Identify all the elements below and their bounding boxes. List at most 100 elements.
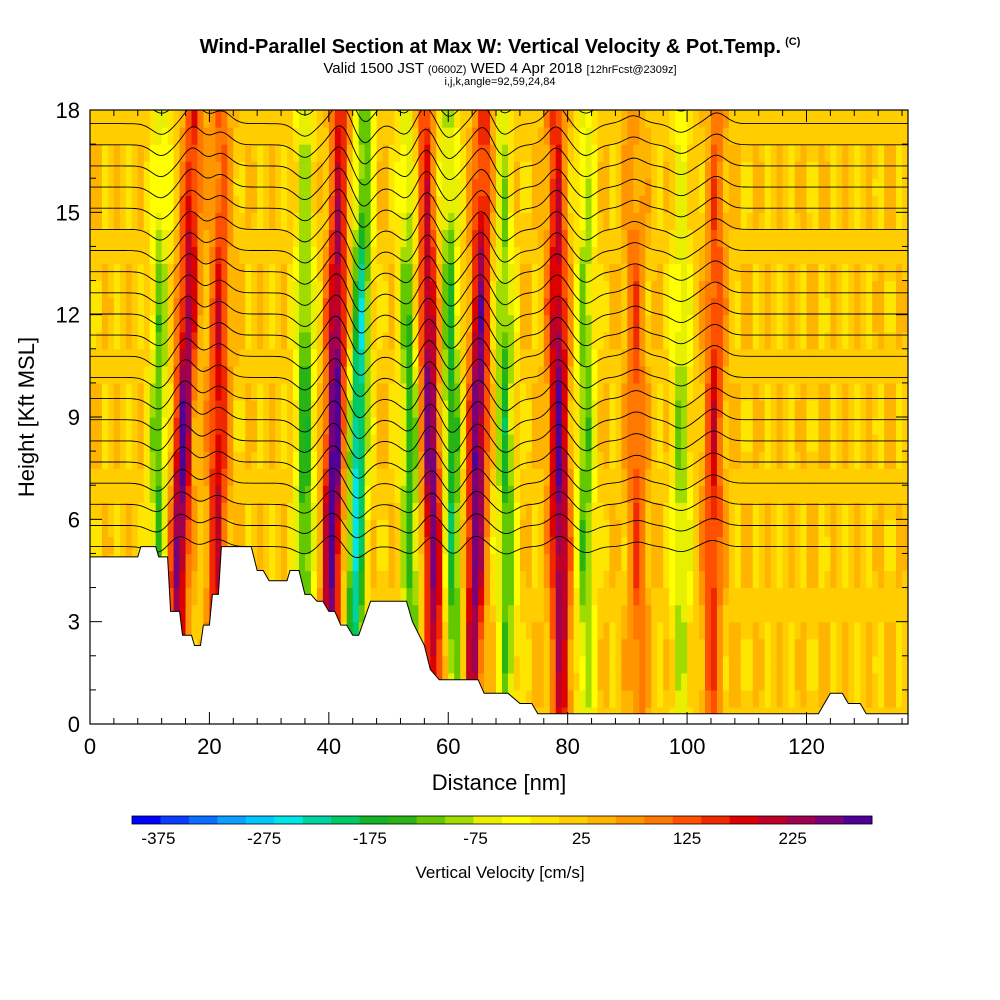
velocity-cell bbox=[896, 502, 903, 520]
velocity-cell bbox=[681, 672, 688, 691]
velocity-cell bbox=[394, 212, 402, 230]
velocity-cell bbox=[704, 246, 712, 265]
velocity-cell bbox=[513, 314, 521, 333]
velocity-cell bbox=[478, 570, 485, 589]
velocity-cell bbox=[472, 297, 479, 316]
velocity-cell bbox=[304, 502, 312, 520]
velocity-cell bbox=[519, 621, 527, 640]
velocity-cell bbox=[722, 570, 730, 589]
velocity-cell bbox=[191, 570, 199, 589]
velocity-cell bbox=[573, 485, 581, 503]
velocity-cell bbox=[669, 570, 676, 589]
velocity-cell bbox=[507, 502, 515, 520]
velocity-cell bbox=[621, 127, 628, 145]
velocity-cell bbox=[412, 195, 419, 213]
velocity-cell bbox=[543, 280, 551, 299]
velocity-cell bbox=[412, 229, 419, 248]
velocity-cell bbox=[693, 399, 700, 418]
velocity-cell bbox=[806, 672, 814, 691]
velocity-cell bbox=[830, 348, 837, 367]
velocity-cell bbox=[143, 314, 151, 333]
velocity-cell bbox=[567, 519, 575, 537]
velocity-cell bbox=[782, 553, 790, 572]
velocity-cell bbox=[615, 655, 622, 674]
velocity-cell bbox=[496, 587, 503, 606]
velocity-cell bbox=[101, 110, 109, 128]
velocity-cell bbox=[531, 382, 539, 401]
velocity-cell bbox=[310, 382, 318, 401]
velocity-cell bbox=[137, 536, 145, 555]
velocity-cell bbox=[131, 314, 139, 333]
velocity-cell bbox=[651, 689, 658, 708]
velocity-cell bbox=[872, 502, 879, 520]
velocity-cell bbox=[507, 161, 515, 179]
velocity-cell bbox=[179, 144, 187, 162]
velocity-cell bbox=[621, 195, 628, 213]
velocity-cell bbox=[191, 144, 199, 162]
velocity-cell bbox=[155, 263, 163, 282]
velocity-cell bbox=[788, 502, 796, 520]
velocity-cell bbox=[185, 127, 193, 145]
velocity-cell bbox=[406, 161, 414, 179]
velocity-cell bbox=[902, 672, 908, 691]
velocity-cell bbox=[269, 468, 276, 486]
velocity-cell bbox=[304, 280, 312, 299]
velocity-cell bbox=[537, 553, 545, 572]
velocity-cell bbox=[902, 331, 908, 350]
velocity-cell bbox=[478, 263, 485, 282]
velocity-cell bbox=[663, 212, 670, 230]
velocity-cell bbox=[902, 604, 908, 623]
velocity-cell bbox=[693, 365, 700, 384]
velocity-cell bbox=[149, 399, 157, 418]
velocity-cell bbox=[782, 519, 790, 537]
velocity-cell bbox=[752, 655, 760, 674]
velocity-cell bbox=[639, 263, 646, 282]
velocity-cell bbox=[113, 365, 121, 384]
velocity-cell bbox=[854, 246, 861, 265]
velocity-cell bbox=[143, 110, 151, 128]
velocity-cell bbox=[800, 621, 808, 640]
velocity-cell bbox=[621, 331, 628, 350]
velocity-cell bbox=[209, 382, 216, 401]
velocity-cell bbox=[197, 604, 205, 623]
velocity-cell bbox=[281, 195, 288, 213]
velocity-cell bbox=[669, 263, 676, 282]
velocity-cell bbox=[710, 178, 718, 196]
velocity-cell bbox=[322, 570, 330, 589]
velocity-cell bbox=[693, 638, 700, 657]
velocity-cell bbox=[484, 331, 491, 350]
velocity-cell bbox=[233, 417, 240, 435]
velocity-cell bbox=[872, 689, 879, 708]
velocity-cell bbox=[519, 417, 527, 435]
velocity-cell bbox=[794, 348, 802, 367]
velocity-cell bbox=[890, 434, 897, 452]
velocity-cell bbox=[251, 485, 258, 503]
velocity-cell bbox=[812, 434, 820, 452]
velocity-cell bbox=[185, 144, 193, 162]
velocity-cell bbox=[657, 110, 664, 128]
velocity-cell bbox=[406, 297, 414, 316]
velocity-cell bbox=[191, 297, 199, 316]
velocity-cell bbox=[878, 468, 885, 486]
velocity-cell bbox=[185, 485, 193, 503]
velocity-cell bbox=[430, 655, 437, 674]
velocity-cell bbox=[251, 348, 258, 367]
velocity-cell bbox=[531, 434, 539, 452]
velocity-cell bbox=[531, 536, 539, 555]
velocity-cell bbox=[436, 280, 443, 299]
velocity-cell bbox=[525, 127, 533, 145]
velocity-cell bbox=[860, 382, 867, 401]
velocity-cell bbox=[681, 621, 688, 640]
velocity-cell bbox=[830, 587, 837, 606]
velocity-cell bbox=[155, 382, 163, 401]
velocity-cell bbox=[209, 365, 216, 384]
velocity-cell bbox=[866, 297, 873, 316]
velocity-cell bbox=[603, 348, 611, 367]
velocity-cell bbox=[203, 519, 211, 537]
velocity-cell bbox=[842, 417, 849, 435]
velocity-cell bbox=[418, 195, 425, 213]
velocity-cell bbox=[454, 348, 461, 367]
velocity-cell bbox=[561, 348, 569, 367]
velocity-cell bbox=[812, 672, 820, 691]
velocity-cell bbox=[346, 604, 354, 623]
